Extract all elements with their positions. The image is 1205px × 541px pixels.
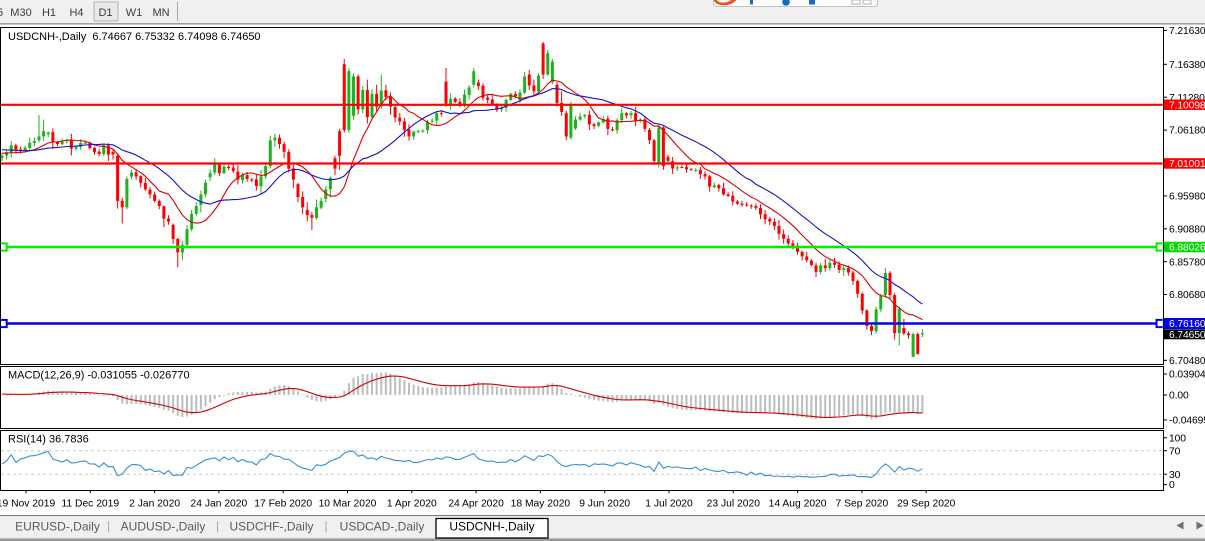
svg-text:MN: MN: [152, 7, 169, 19]
svg-text:29 Sep 2020: 29 Sep 2020: [897, 499, 956, 510]
svg-text:9 Jun 2020: 9 Jun 2020: [579, 499, 630, 510]
svg-text:10 Mar 2020: 10 Mar 2020: [319, 499, 377, 510]
svg-text:|: |: [216, 519, 219, 533]
svg-text:1 Jul 2020: 1 Jul 2020: [645, 499, 693, 510]
svg-text:19 Nov 2019: 19 Nov 2019: [0, 499, 55, 510]
svg-text:-0.046955: -0.046955: [1169, 416, 1205, 427]
svg-text:6.74650: 6.74650: [1169, 330, 1205, 341]
svg-text:23 Jul 2020: 23 Jul 2020: [707, 499, 761, 510]
svg-text:0: 0: [1169, 480, 1175, 491]
svg-text:H1: H1: [42, 7, 56, 19]
svg-text:0.00: 0.00: [1169, 391, 1189, 402]
svg-text:W1: W1: [126, 7, 143, 19]
svg-text:7.01001: 7.01001: [1169, 159, 1205, 170]
svg-text:18 May 2020: 18 May 2020: [511, 499, 571, 510]
svg-text:6.80680: 6.80680: [1169, 290, 1205, 301]
svg-text:70: 70: [1169, 446, 1181, 457]
svg-text:5: 5: [0, 7, 3, 19]
svg-text:7.21630: 7.21630: [1169, 26, 1205, 37]
svg-text:1 Apr 2020: 1 Apr 2020: [387, 499, 437, 510]
svg-text:EURUSD-,Daily: EURUSD-,Daily: [15, 520, 100, 534]
svg-text:0.039044: 0.039044: [1169, 370, 1205, 381]
svg-text:|: |: [324, 519, 327, 533]
svg-text:30: 30: [1169, 470, 1181, 481]
svg-text:7.06180: 7.06180: [1169, 126, 1205, 137]
svg-text:7.16380: 7.16380: [1169, 60, 1205, 71]
svg-text:|: |: [107, 519, 110, 533]
svg-text:USDCHF-,Daily: USDCHF-,Daily: [230, 520, 314, 534]
svg-text:RSI(14) 36.7836: RSI(14) 36.7836: [8, 434, 89, 446]
svg-text:H4: H4: [69, 7, 83, 19]
svg-text:USDCAD-,Daily: USDCAD-,Daily: [340, 520, 425, 534]
svg-text:MACD(12,26,9) -0.031055 -0.026: MACD(12,26,9) -0.031055 -0.026770: [8, 370, 190, 382]
svg-text:100: 100: [1169, 433, 1186, 444]
svg-text:24 Apr 2020: 24 Apr 2020: [448, 499, 504, 510]
svg-text:7.11280: 7.11280: [1169, 93, 1205, 104]
svg-text:7.10098: 7.10098: [1169, 100, 1205, 111]
svg-text:17 Feb 2020: 17 Feb 2020: [254, 499, 312, 510]
svg-text:AUDUSD-,Daily: AUDUSD-,Daily: [121, 520, 206, 534]
svg-text:D1: D1: [98, 7, 112, 19]
svg-text:M30: M30: [10, 7, 31, 19]
svg-text:6.90880: 6.90880: [1169, 224, 1205, 235]
svg-text:6.70480: 6.70480: [1169, 356, 1205, 367]
svg-text:6.95980: 6.95980: [1169, 192, 1205, 203]
svg-text:11 Dec 2019: 11 Dec 2019: [61, 499, 119, 510]
svg-text:6.88026: 6.88026: [1169, 243, 1205, 254]
svg-text:USDCNH-,Daily 6.74667 6.75332: USDCNH-,Daily 6.74667 6.75332 6.74098 6.…: [8, 31, 261, 43]
svg-text:6.85780: 6.85780: [1169, 257, 1205, 268]
svg-text:2 Jan 2020: 2 Jan 2020: [129, 499, 180, 510]
svg-text:7 Sep 2020: 7 Sep 2020: [836, 499, 889, 510]
svg-text:24 Jan 2020: 24 Jan 2020: [191, 499, 248, 510]
svg-text:USDCNH-,Daily: USDCNH-,Daily: [449, 520, 534, 534]
svg-text:14 Aug 2020: 14 Aug 2020: [769, 499, 827, 510]
svg-text:6.76160: 6.76160: [1169, 319, 1205, 330]
